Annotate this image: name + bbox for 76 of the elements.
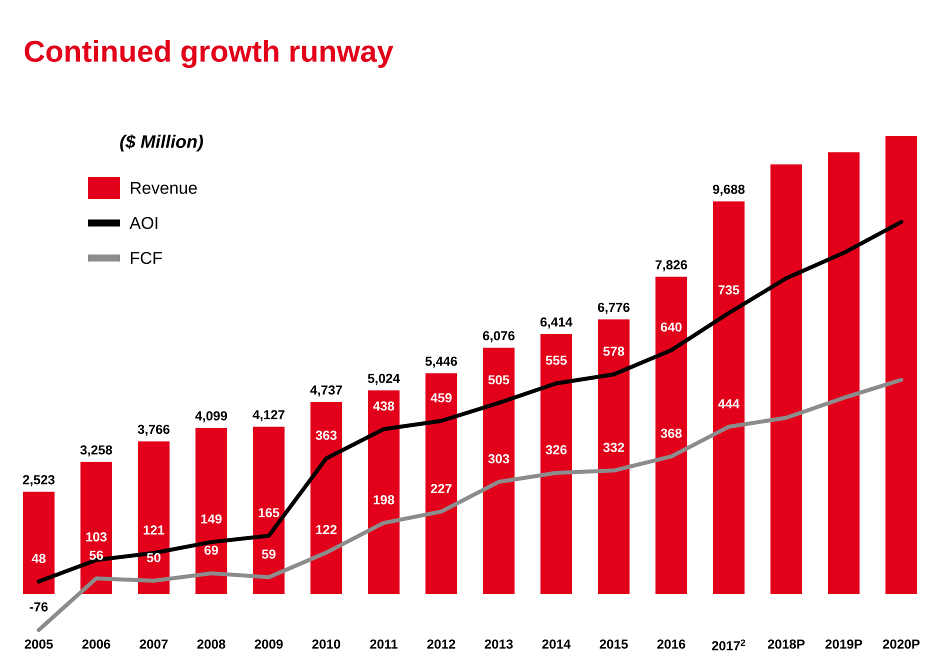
data-label: 4,127: [252, 410, 284, 422]
data-label: 5,024: [368, 374, 400, 385]
data-label: 6,076: [482, 331, 515, 342]
bar: [310, 402, 342, 594]
data-label: 2,523: [22, 475, 55, 486]
data-label: 56: [89, 550, 104, 560]
x-tick-label: 2015: [600, 640, 628, 649]
data-label: 4,099: [195, 411, 228, 422]
bar: [482, 348, 515, 594]
data-label: 149: [201, 514, 222, 524]
data-label: 368: [660, 428, 682, 438]
bar: [598, 319, 630, 594]
data-label: 59: [262, 550, 276, 559]
legend-label: AOI: [130, 216, 158, 230]
legend-title: ($ Million): [120, 134, 203, 152]
data-label: 198: [374, 495, 394, 504]
x-tick-label: 2014: [542, 640, 571, 649]
data-label: 7,826: [656, 260, 688, 272]
bar: [425, 373, 458, 594]
data-label: 640: [660, 322, 682, 332]
data-label: 3,258: [80, 445, 112, 456]
data-label: 4,737: [310, 385, 342, 396]
data-label: 6,776: [598, 302, 630, 314]
data-label: 459: [430, 393, 452, 402]
data-label: 165: [258, 508, 280, 518]
bar: [22, 492, 55, 594]
chart-title: Continued growth runway: [24, 40, 394, 68]
x-tick-label: 2017$^{2}$: [712, 640, 746, 650]
x-tick-label: 2008: [197, 640, 226, 649]
x-tick-label: 2011: [370, 640, 398, 649]
data-label: 444: [718, 399, 740, 408]
x-tick-label: 2016: [657, 640, 686, 649]
bar: [368, 390, 400, 594]
bar: [195, 428, 228, 594]
bar: [540, 334, 572, 594]
bar: [712, 201, 745, 594]
data-label: 121: [144, 525, 164, 534]
data-label: 227: [430, 484, 452, 494]
data-label: 578: [603, 346, 624, 356]
bar: [252, 426, 285, 594]
x-tick-label: 2020P: [882, 640, 920, 649]
data-label: 50: [146, 553, 160, 562]
bar: [655, 276, 688, 594]
data-label: 505: [488, 375, 510, 384]
x-tick-label: 2007: [140, 640, 168, 649]
bar: [138, 441, 170, 594]
data-label: 9,688: [712, 184, 745, 196]
data-label: 363: [316, 430, 337, 440]
x-tick-label: 2006: [82, 640, 110, 649]
bar: [828, 152, 860, 594]
data-label: 5,446: [425, 356, 458, 368]
data-label: 555: [546, 356, 567, 365]
x-tick-label: 2012: [427, 640, 456, 649]
x-tick-label: 2005: [24, 640, 53, 649]
data-label: 303: [488, 454, 510, 464]
data-label: 3,766: [138, 424, 170, 436]
data-label: 103: [86, 532, 107, 542]
bar: [80, 462, 112, 594]
x-tick-label: 2010: [312, 640, 340, 649]
x-tick-label: 2018P: [768, 640, 805, 649]
data-label: -76: [30, 602, 48, 612]
x-tick-label: 2013: [484, 640, 513, 649]
data-label: 122: [316, 525, 337, 534]
x-tick-label: 2019P: [825, 640, 862, 649]
data-label: 326: [546, 445, 567, 454]
x-tick-label: 2009: [254, 640, 283, 649]
data-label: 332: [603, 442, 624, 452]
legend-label: FCF: [130, 252, 162, 264]
data-label: 69: [204, 546, 218, 555]
data-label: 48: [32, 554, 46, 563]
data-label: 735: [718, 285, 740, 295]
bar: [770, 164, 802, 594]
legend-label: Revenue: [130, 182, 197, 194]
data-label: 438: [373, 401, 394, 411]
bar: [885, 136, 918, 594]
data-label: 6,414: [540, 317, 572, 329]
